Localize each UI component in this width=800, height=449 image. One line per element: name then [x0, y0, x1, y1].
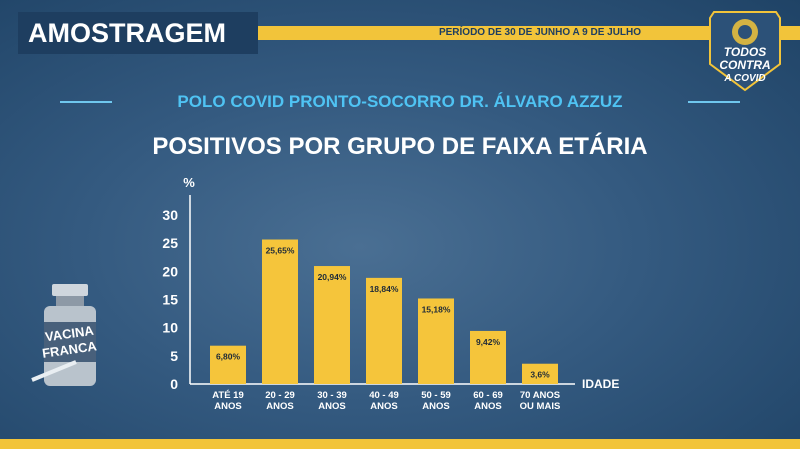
y-tick-label: 0: [170, 376, 178, 392]
x-tick-label: 40 - 49: [369, 390, 399, 401]
x-tick-label: ANOS: [318, 401, 345, 412]
x-tick-label: OU MAIS: [520, 401, 561, 412]
bar-value-label: 6,80%: [216, 352, 241, 362]
x-tick-label: 70 ANOS: [520, 390, 560, 401]
todos-contra-a-covid-logo: TODOS CONTRA A COVID: [709, 11, 781, 92]
bar: [262, 239, 298, 384]
bar-value-label: 3,6%: [530, 370, 550, 380]
y-tick-label: 15: [162, 292, 178, 308]
x-tick-label: ANOS: [474, 401, 501, 412]
y-tick-label: 30: [162, 207, 178, 223]
subtitle-line-left: [60, 101, 112, 103]
y-axis-label: %: [183, 175, 195, 190]
x-tick-label: ANOS: [370, 401, 397, 412]
period-text: PERÍODO DE 30 DE JUNHO A 9 DE JULHO: [438, 27, 642, 38]
period-bar: [258, 26, 800, 40]
chart-title: POSITIVOS POR GRUPO DE FAIXA ETÁRIA: [152, 133, 648, 160]
badge-line-2: CONTRA: [719, 58, 770, 72]
bar: [418, 298, 454, 384]
top-bar: AMOSTRAGEM PERÍODO DE 30 DE JUNHO A 9 DE…: [0, 0, 800, 58]
page-title: AMOSTRAGEM: [18, 12, 258, 54]
bar-value-label: 9,42%: [476, 337, 501, 347]
x-tick-label: 50 - 59: [421, 390, 451, 401]
badge-line-1: TODOS: [724, 45, 766, 59]
bar: [210, 345, 246, 384]
bar-value-label: 18,84%: [370, 284, 399, 294]
bar: [314, 266, 350, 384]
bar: [470, 330, 506, 384]
vacina-franca-logo: VACINA FRANCA: [31, 284, 98, 386]
x-axis-label: IDADE: [582, 377, 619, 391]
subtitle-line-right: [688, 101, 740, 103]
y-tick-label: 25: [162, 235, 178, 251]
bar: [366, 277, 402, 384]
bottom-stripe: [0, 439, 800, 449]
x-tick-label: ANOS: [422, 401, 449, 412]
x-tick-label: 30 - 39: [317, 390, 347, 401]
bar-value-label: 20,94%: [318, 272, 347, 282]
bar-value-label: 15,18%: [422, 304, 451, 314]
subtitle: POLO COVID PRONTO-SOCORRO DR. ÁLVARO AZZ…: [177, 92, 623, 111]
y-tick-label: 10: [162, 320, 178, 336]
bar: [522, 363, 558, 384]
y-tick-label: 5: [170, 348, 178, 364]
y-tick-label: 20: [162, 263, 178, 279]
x-tick-label: ANOS: [214, 401, 241, 412]
bar-value-label: 25,65%: [266, 246, 295, 256]
x-tick-label: ATÉ 19: [212, 390, 244, 401]
x-tick-label: 20 - 29: [265, 390, 295, 401]
x-tick-label: ANOS: [266, 401, 293, 412]
badge-line-3: A COVID: [723, 73, 765, 84]
vacina-text: VACINA: [44, 323, 95, 345]
x-tick-label: 60 - 69: [473, 390, 503, 401]
